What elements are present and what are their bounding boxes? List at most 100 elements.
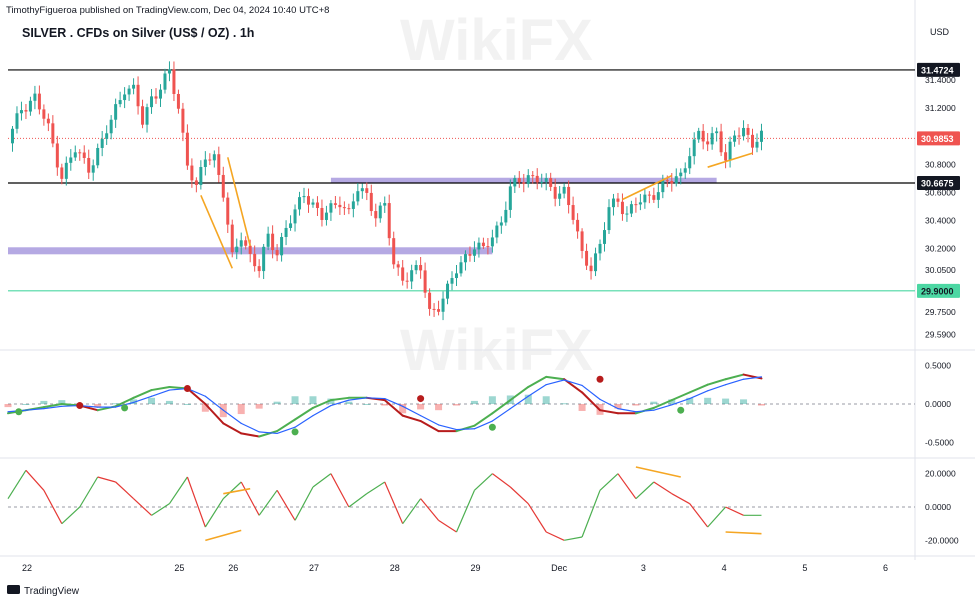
macd-histogram-bar xyxy=(22,404,29,405)
candle-body xyxy=(29,101,32,112)
tv-logo-text: TradingView xyxy=(24,586,80,597)
candle-body xyxy=(137,85,140,106)
osc-line-segment xyxy=(582,490,600,537)
macd-line-segment xyxy=(690,385,708,393)
signal-line-segment xyxy=(439,425,457,430)
price-tick-label: 31.2000 xyxy=(925,103,956,113)
candle-body xyxy=(455,273,458,278)
osc-line-segment xyxy=(618,474,636,499)
signal-line-segment xyxy=(457,429,475,430)
candle-body xyxy=(172,69,175,94)
candle-body xyxy=(621,202,624,214)
osc-line-segment xyxy=(564,537,582,540)
signal-line-segment xyxy=(726,379,744,384)
candle-body xyxy=(527,175,530,184)
candle-body xyxy=(298,197,301,209)
price-tick-label: 30.0500 xyxy=(925,265,956,275)
candle-body xyxy=(545,178,548,182)
macd-histogram-bar xyxy=(632,404,639,406)
candle-body xyxy=(258,266,261,271)
candle-body xyxy=(388,203,391,238)
macd-histogram-bar xyxy=(722,399,729,404)
candle-body xyxy=(513,178,516,186)
candle-body xyxy=(92,165,95,172)
candle-body xyxy=(155,96,158,98)
candle-body xyxy=(738,136,741,137)
osc-line-segment xyxy=(116,482,134,499)
crossover-marker xyxy=(15,408,22,415)
candle-body xyxy=(361,188,364,191)
tradingview-logo: TradingView xyxy=(7,585,80,597)
macd-line-segment xyxy=(277,419,295,431)
price-axis-label: 30.6675 xyxy=(921,179,954,189)
macd-tick-label: -0.5000 xyxy=(925,438,954,448)
candle-body xyxy=(334,203,337,205)
macd-line-segment xyxy=(726,375,744,380)
candle-body xyxy=(473,249,476,255)
candle-body xyxy=(217,154,220,175)
candle-body xyxy=(33,94,36,101)
osc-line-segment xyxy=(241,482,259,515)
candle-body xyxy=(652,195,655,200)
candle-body xyxy=(603,230,606,244)
candle-body xyxy=(486,246,489,247)
macd-histogram-bar xyxy=(184,404,191,405)
osc-tick-label: 20.0000 xyxy=(925,469,956,479)
candle-body xyxy=(612,199,615,208)
candle-body xyxy=(365,188,368,193)
candle-body xyxy=(150,96,153,107)
candle-body xyxy=(397,264,400,267)
candle-body xyxy=(477,243,480,250)
candle-body xyxy=(679,173,682,177)
candle-body xyxy=(688,156,691,168)
candle-body xyxy=(114,104,117,120)
osc-line-segment xyxy=(259,490,277,515)
candle-body xyxy=(724,152,727,160)
macd-histogram-bar xyxy=(561,403,568,404)
candle-body xyxy=(253,254,256,266)
candle-body xyxy=(468,254,471,256)
candle-body xyxy=(702,131,705,142)
candle-body xyxy=(720,131,723,152)
candle-body xyxy=(235,247,238,253)
crossover-marker xyxy=(597,376,604,383)
candle-body xyxy=(329,203,332,212)
osc-tick-label: 0.0000 xyxy=(925,502,951,512)
candle-body xyxy=(424,270,427,292)
macd-histogram-bar xyxy=(740,399,747,404)
candle-body xyxy=(607,207,610,230)
candle-body xyxy=(38,94,41,110)
time-tick-label: 26 xyxy=(228,563,238,573)
macd-histogram-bar xyxy=(471,401,478,404)
macd-line-segment xyxy=(187,389,205,404)
candle-body xyxy=(760,131,763,142)
osc-line-segment xyxy=(474,474,492,491)
candle-body xyxy=(119,100,122,104)
price-tick-label: 30.2000 xyxy=(925,244,956,254)
candle-body xyxy=(706,141,709,144)
candle-body xyxy=(311,202,314,204)
osc-line-segment xyxy=(152,504,170,516)
candle-body xyxy=(643,195,646,203)
candle-body xyxy=(401,267,404,280)
candle-body xyxy=(549,178,552,187)
macd-line-segment xyxy=(241,433,259,436)
candle-body xyxy=(240,240,243,246)
candle-body xyxy=(163,74,166,90)
candle-body xyxy=(267,234,270,247)
macd-histogram-bar xyxy=(453,404,460,406)
macd-histogram-bar xyxy=(417,404,424,409)
candle-body xyxy=(392,238,395,264)
publisher-line: TimothyFigueroa published on TradingView… xyxy=(6,5,329,16)
candle-body xyxy=(316,202,319,207)
candle-body xyxy=(42,109,45,118)
candle-body xyxy=(347,208,350,209)
candle-body xyxy=(249,246,252,254)
chart-title: SILVER . CFDs on Silver (US$ / OZ) . 1h xyxy=(22,26,254,40)
signal-line-segment xyxy=(636,410,654,412)
candle-body xyxy=(563,187,566,194)
osc-line-segment xyxy=(80,477,98,507)
candle-body xyxy=(20,110,23,113)
signal-line-segment xyxy=(708,385,726,391)
